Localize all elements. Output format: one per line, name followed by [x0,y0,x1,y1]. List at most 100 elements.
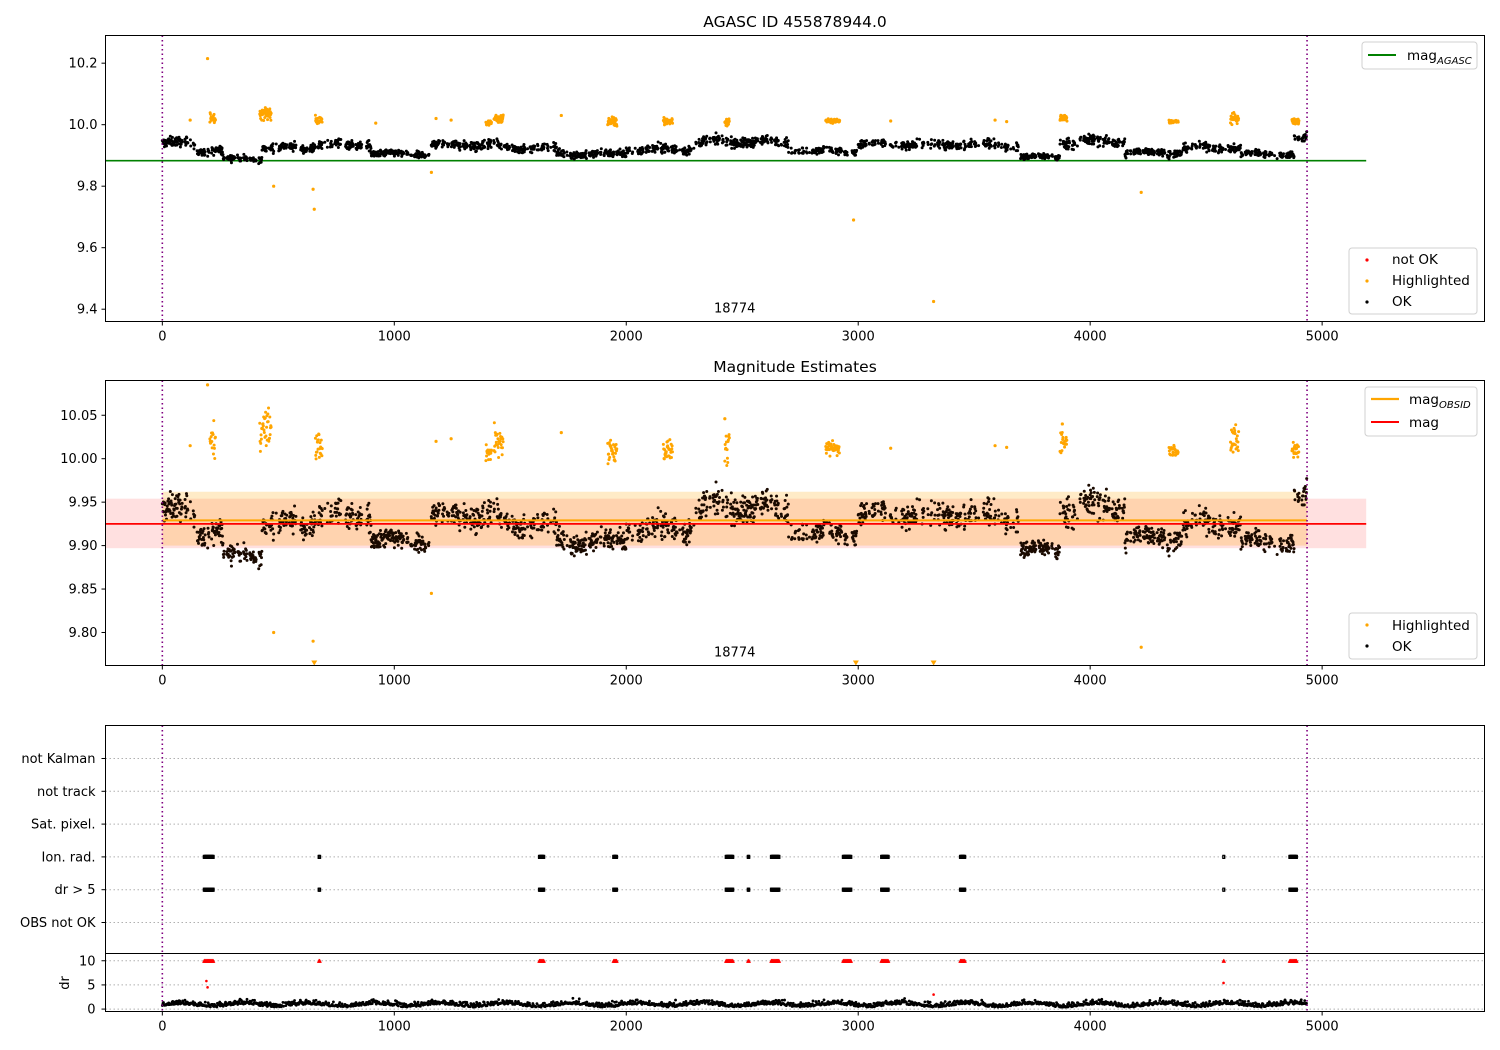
agasc-ok-point [443,140,447,144]
mag-ok-point [486,511,490,515]
agasc-ok-point [553,149,557,153]
mag-ok-point [739,500,743,504]
agasc-ok-point [770,140,774,144]
agasc-ok-point [220,146,224,150]
mag-ok-point [185,494,189,498]
mag-ok-point [406,540,410,544]
mag-ok-point [1004,532,1008,536]
mag-ok-point [987,497,991,501]
agasc-ok-point [1093,137,1097,141]
mag-ok-point [900,512,904,516]
mag-ok-point [320,508,324,512]
agasc-highlighted-point [1237,116,1241,120]
agasc-xtick-label-4000: 4000 [1074,330,1107,345]
mag-ok-point [210,537,214,541]
mag-ok-point [251,550,255,554]
agasc-ok-point [992,137,996,141]
mag-ok-point [1259,539,1263,543]
agasc-ok-point [1238,146,1242,150]
agasc-ok-point [969,137,973,141]
agasc-ok-point [1066,147,1070,151]
agasc-ok-point [546,144,550,148]
agasc-ok-point [186,141,190,145]
mag-ok-point [488,515,492,519]
agasc-ok-point [1067,145,1071,149]
agasc-ok-point [207,150,211,154]
mag-ok-point [476,508,480,512]
mag-ok-point [1078,500,1082,504]
mag-ok-point [372,545,376,549]
mag-ok-point [188,500,192,504]
agasc-ok-point [458,142,462,146]
agasc-ok-point [683,146,687,150]
mag-ok-point [462,502,466,506]
mag-ok-point [285,513,289,517]
mag-ok-point [922,506,926,510]
mag-ok-point [303,525,307,529]
agasc-ok-point [987,137,991,141]
agasc-ok-point [378,154,382,158]
mag-ok-point [725,514,729,518]
mag-ok-point [271,527,275,531]
mag-ok-point [1009,526,1013,530]
mag-ok-point [517,536,521,540]
mag-ok-point [1217,528,1221,532]
agasc-ok-point [1078,138,1082,142]
mag-ok-point [949,513,953,517]
mag-ok-point [201,536,205,540]
mag-ok-point [420,535,424,539]
mag-ok-point [997,508,1001,512]
mag-ok-point [969,511,973,515]
mag-ok-point [1107,496,1111,500]
mag-ok-point [222,549,226,553]
mag-ok-point [815,540,819,544]
agasc-ok-point [989,139,993,143]
mag-ok-point [1160,527,1164,531]
agasc-ok-point [584,151,588,155]
agasc-highlighted-point [671,121,675,125]
agasc-ok-point [653,150,657,154]
agasc-ok-point [689,147,693,151]
agasc-ok-point [178,145,182,149]
agasc-ok-point [989,144,993,148]
agasc-ytick-label-0: 9.4 [77,303,98,318]
mag-ok-point [659,509,663,513]
mag-ok-point [1117,498,1121,502]
mag-ok-point [904,529,908,533]
mag-ok-point [1264,534,1268,538]
agasc-ok-point [1293,134,1297,138]
mag-ok-point [492,501,496,505]
mag-ok-point [1129,539,1133,543]
mag-ok-point [1282,539,1286,543]
mag-ok-point [712,504,716,508]
agasc-ok-point [1273,154,1277,158]
agasc-ok-point [410,154,414,158]
mag-ok-point [1229,533,1233,537]
agasc-ok-point [873,139,877,143]
mag-ok-point [946,505,950,509]
agasc-highlighted-point [487,123,491,127]
mag-ok-point [274,511,278,515]
mag-ok-point [938,506,942,510]
panel-agasc-line-legend: magAGASC [1361,41,1478,70]
mag-ok-point [271,538,275,542]
agasc-highlighted-point [1233,113,1237,117]
mag-ok-point [1151,539,1155,543]
mag-ok-point [281,509,285,513]
mag-ok-point [602,542,606,546]
agasc-highlighted-point [501,113,505,117]
agasc-ok-point [918,137,922,141]
agasc-ok-point [323,140,327,144]
agasc-ok-point [944,148,948,152]
mag-ok-point [481,506,485,510]
mag-ok-point [217,530,221,534]
mag-ok-point [1237,528,1241,532]
mag-ok-point [351,512,355,516]
agasc-ok-point [1075,144,1079,148]
mag-ok-point [602,544,606,548]
mag-ok-point [360,513,364,517]
agasc-ok-point [229,161,233,165]
mag-ok-point [801,537,805,541]
mag-ok-point [1079,492,1083,496]
